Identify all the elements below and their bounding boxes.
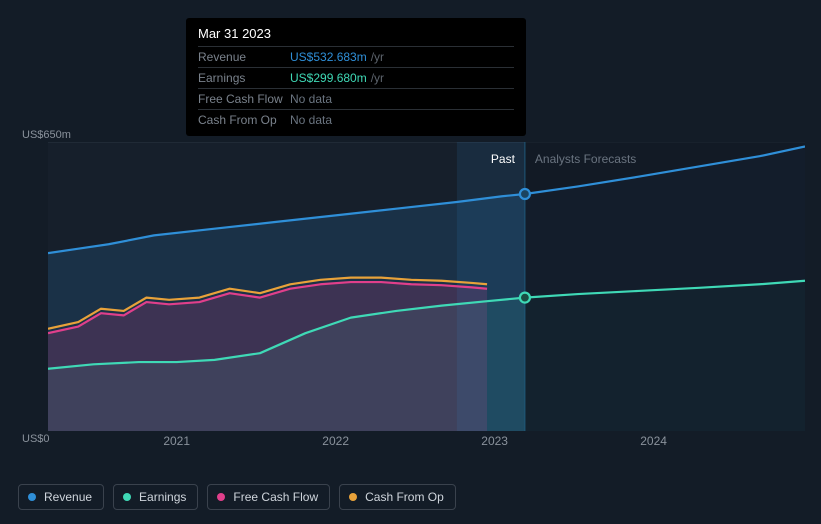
- legend-dot-icon: [217, 493, 225, 501]
- plot-svg: [48, 142, 805, 431]
- tooltip-metric-value: US$299.680m: [290, 71, 367, 85]
- y-axis-max-label: US$650m: [22, 129, 71, 141]
- legend-label: Earnings: [139, 490, 186, 504]
- x-tick: 2021: [163, 434, 190, 448]
- legend-label: Cash From Op: [365, 490, 444, 504]
- tooltip-metric-unit: /yr: [371, 71, 384, 85]
- tooltip-row: RevenueUS$532.683m/yr: [198, 46, 514, 67]
- chart-legend: Revenue Earnings Free Cash Flow Cash From O…: [18, 484, 456, 510]
- x-tick: 2024: [640, 434, 667, 448]
- tooltip-metric-label: Cash From Op: [198, 113, 290, 127]
- tooltip-row: Free Cash FlowNo data: [198, 88, 514, 109]
- legend-dot-icon: [349, 493, 357, 501]
- legend-item-earnings[interactable]: Earnings: [113, 484, 198, 510]
- past-region-label: Past: [491, 152, 515, 166]
- x-axis: 2021 2022 2023 2024: [48, 434, 805, 454]
- y-axis-min-label: US$0: [22, 433, 50, 445]
- legend-item-revenue[interactable]: Revenue: [18, 484, 104, 510]
- tooltip-row: Cash From OpNo data: [198, 109, 514, 130]
- tooltip-metric-value: No data: [290, 92, 332, 106]
- tooltip-row: EarningsUS$299.680m/yr: [198, 67, 514, 88]
- tooltip-metric-value: US$532.683m: [290, 50, 367, 64]
- plot-area[interactable]: Past Analysts Forecasts: [48, 142, 805, 431]
- hover-tooltip: Mar 31 2023 RevenueUS$532.683m/yrEarning…: [186, 18, 526, 136]
- x-tick: 2022: [322, 434, 349, 448]
- tooltip-metric-unit: /yr: [371, 50, 384, 64]
- earnings-chart: US$650m US$0 Past Analysts Forecasts 202…: [16, 120, 805, 478]
- tooltip-metric-label: Free Cash Flow: [198, 92, 290, 106]
- tooltip-date: Mar 31 2023: [198, 26, 514, 46]
- legend-item-fcf[interactable]: Free Cash Flow: [207, 484, 330, 510]
- legend-label: Revenue: [44, 490, 92, 504]
- legend-item-cfo[interactable]: Cash From Op: [339, 484, 456, 510]
- legend-dot-icon: [123, 493, 131, 501]
- forecast-region-label: Analysts Forecasts: [535, 152, 636, 166]
- tooltip-metric-label: Revenue: [198, 50, 290, 64]
- legend-label: Free Cash Flow: [233, 490, 318, 504]
- x-tick: 2023: [481, 434, 508, 448]
- tooltip-metric-value: No data: [290, 113, 332, 127]
- legend-dot-icon: [28, 493, 36, 501]
- tooltip-metric-label: Earnings: [198, 71, 290, 85]
